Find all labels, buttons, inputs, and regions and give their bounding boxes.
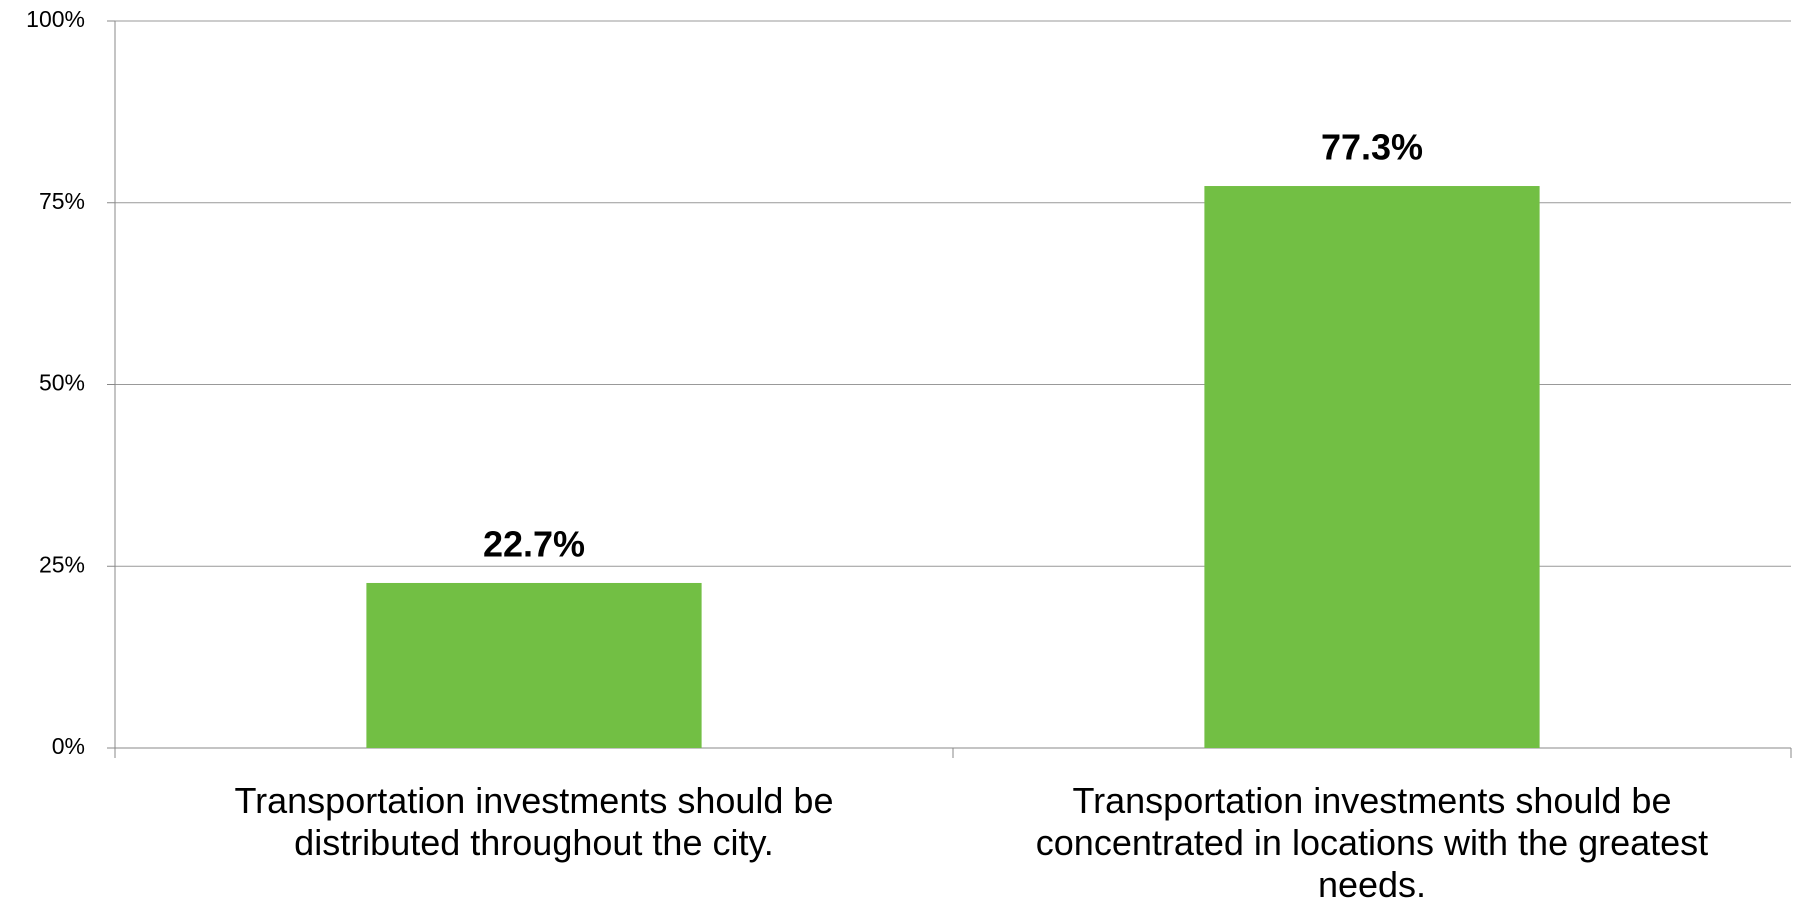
y-tick-label: 100% <box>26 6 85 32</box>
bar <box>1204 186 1540 749</box>
bar <box>366 582 702 748</box>
x-tick-label: Transportation investments should be dis… <box>234 780 834 863</box>
data-label: 22.7% <box>483 523 585 564</box>
y-tick-label: 75% <box>39 188 85 214</box>
y-tick-label: 25% <box>39 551 85 577</box>
y-tick-label: 0% <box>52 733 85 759</box>
x-tick-label: Transportation investments should be con… <box>1035 780 1709 905</box>
y-tick-label: 50% <box>39 370 85 396</box>
data-label: 77.3% <box>1321 127 1423 168</box>
